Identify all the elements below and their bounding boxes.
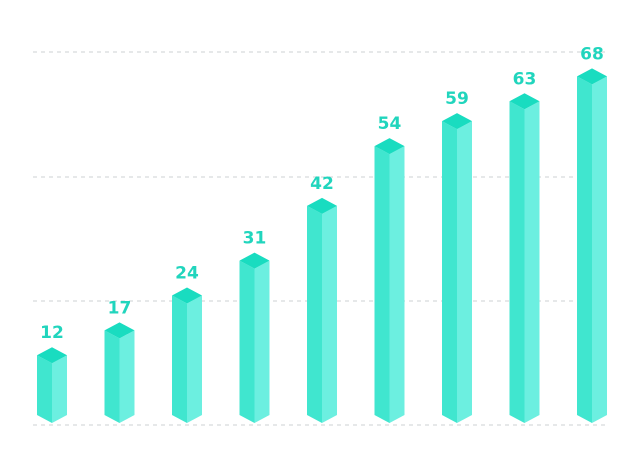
data-labels: 12 17 24 31 42 54 59 63 68: [40, 44, 604, 343]
bar-side-face: [457, 121, 472, 424]
bar-side-face: [524, 101, 540, 423]
bar-value-label: 63: [513, 69, 537, 89]
bar: [172, 287, 202, 423]
bar-front-face: [104, 330, 120, 423]
bar-front-face: [239, 260, 255, 423]
bar-front-face: [307, 205, 322, 423]
bars: [37, 68, 607, 424]
bar: [577, 68, 607, 424]
bar-top-face: [577, 68, 607, 85]
bar-side-face: [119, 330, 135, 423]
bar-top-face: [509, 93, 540, 110]
bar-top-face: [374, 138, 405, 155]
bar-side-face: [592, 76, 607, 424]
bar-side-face: [254, 260, 270, 423]
bar: [442, 113, 472, 424]
bar: [509, 93, 540, 423]
bar-top-face: [104, 322, 135, 339]
bar-side-face: [52, 355, 67, 423]
bar-front-face: [509, 101, 525, 423]
bar-side-face: [322, 205, 337, 423]
bar-top-face: [307, 197, 337, 214]
bar-top-face: [442, 113, 472, 130]
bar: [239, 252, 270, 423]
bar-front-face: [374, 146, 390, 423]
bar-front-face: [577, 76, 592, 424]
bar-top-face: [239, 252, 270, 269]
bar: [37, 347, 67, 423]
bar-top-face: [37, 347, 67, 364]
bar-front-face: [37, 355, 52, 423]
bar-value-label: 12: [40, 323, 64, 343]
bar: [307, 197, 337, 423]
bar-value-label: 68: [580, 44, 604, 64]
bar-value-label: 17: [108, 298, 132, 318]
bar-top-face: [172, 287, 202, 304]
bar-value-label: 54: [378, 114, 402, 134]
bar: [104, 322, 135, 423]
bar-side-face: [389, 146, 405, 423]
bar-value-label: 24: [175, 263, 199, 283]
bar-value-label: 31: [243, 229, 267, 249]
bar-front-face: [442, 121, 457, 424]
bar: [374, 138, 405, 423]
bar-value-label: 42: [310, 174, 334, 194]
bar-side-face: [187, 295, 202, 423]
bar-front-face: [172, 295, 187, 423]
bar-value-label: 59: [445, 89, 469, 109]
